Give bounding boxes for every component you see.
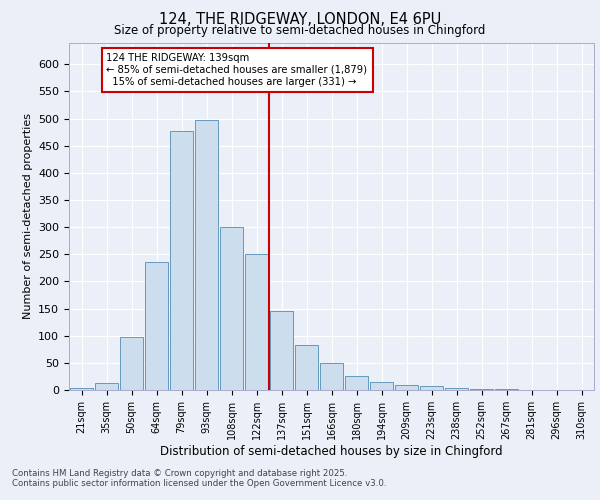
- Bar: [445, 388, 468, 390]
- Bar: [420, 386, 443, 390]
- Text: Contains HM Land Registry data © Crown copyright and database right 2025.: Contains HM Land Registry data © Crown c…: [12, 469, 347, 478]
- Bar: [470, 389, 493, 390]
- Bar: [295, 346, 318, 390]
- Y-axis label: Number of semi-detached properties: Number of semi-detached properties: [23, 114, 32, 320]
- Bar: [170, 131, 193, 390]
- Bar: [320, 363, 343, 390]
- Bar: [120, 338, 143, 390]
- Bar: [95, 383, 118, 390]
- Text: 124, THE RIDGEWAY, LONDON, E4 6PU: 124, THE RIDGEWAY, LONDON, E4 6PU: [159, 12, 441, 28]
- Text: Size of property relative to semi-detached houses in Chingford: Size of property relative to semi-detach…: [115, 24, 485, 37]
- Bar: [370, 382, 393, 390]
- Bar: [270, 312, 293, 390]
- Bar: [395, 384, 418, 390]
- Bar: [245, 254, 268, 390]
- Text: Contains public sector information licensed under the Open Government Licence v3: Contains public sector information licen…: [12, 479, 386, 488]
- Bar: [345, 376, 368, 390]
- X-axis label: Distribution of semi-detached houses by size in Chingford: Distribution of semi-detached houses by …: [160, 445, 503, 458]
- Text: 124 THE RIDGEWAY: 139sqm
← 85% of semi-detached houses are smaller (1,879)
  15%: 124 THE RIDGEWAY: 139sqm ← 85% of semi-d…: [107, 54, 367, 86]
- Bar: [220, 227, 243, 390]
- Bar: [145, 262, 168, 390]
- Bar: [195, 120, 218, 390]
- Bar: [70, 388, 93, 390]
